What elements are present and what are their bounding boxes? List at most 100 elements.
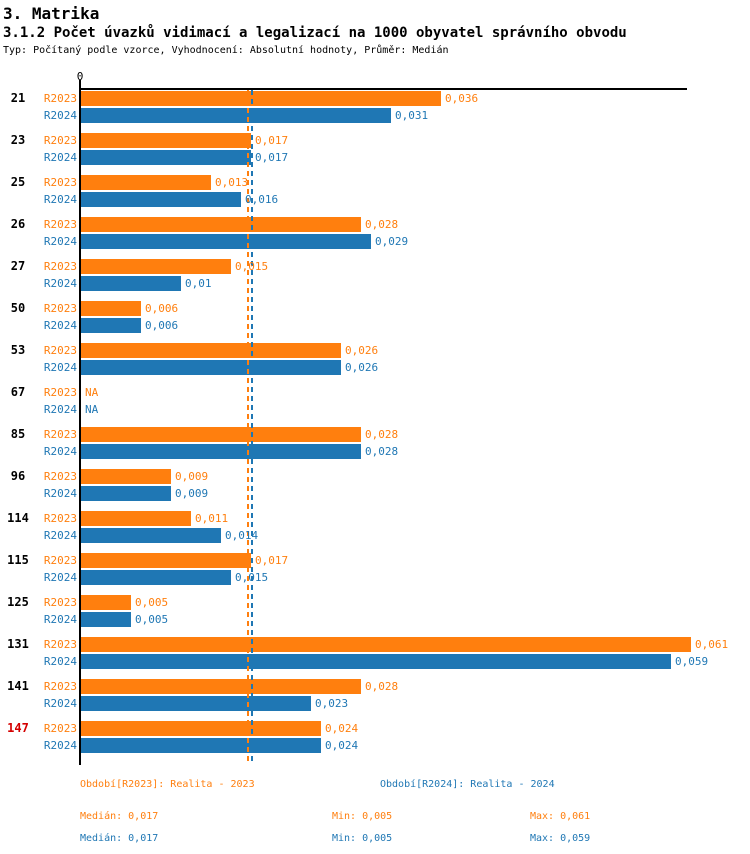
group-label-53: 53 [10, 343, 26, 357]
group-label-67: 67 [10, 385, 26, 399]
footer-max-r2024: Max: 0,059 [530, 833, 591, 844]
series-label-r2023: R2023 [43, 638, 77, 651]
bar-r2023 [81, 301, 141, 316]
value-label: 0,017 [255, 151, 289, 164]
series-label-r2024: R2024 [43, 697, 77, 710]
series-label-r2024: R2024 [43, 151, 77, 164]
value-label: 0,005 [135, 596, 169, 609]
value-label: 0,017 [255, 554, 289, 567]
bar-r2024 [81, 318, 141, 333]
median-line-r2024 [251, 90, 253, 764]
series-label-r2023: R2023 [43, 722, 77, 735]
series-label-r2023: R2023 [43, 344, 77, 357]
series-label-r2024: R2024 [43, 487, 77, 500]
bar-r2023 [81, 133, 251, 148]
bar-r2024 [81, 654, 671, 669]
group-label-114: 114 [7, 511, 29, 525]
value-label: 0,024 [325, 739, 359, 752]
median-line-r2023 [247, 90, 249, 764]
bar-r2024 [81, 276, 181, 291]
value-label: 0,026 [345, 344, 379, 357]
series-label-r2024: R2024 [43, 235, 77, 248]
series-label-r2024: R2024 [43, 109, 77, 122]
value-label: 0,009 [175, 487, 209, 500]
page-title: 3. Matrika [3, 4, 100, 23]
value-label: 0,006 [145, 302, 179, 315]
group-label-23: 23 [10, 133, 26, 147]
value-label: 0,016 [245, 193, 279, 206]
bar-r2023 [81, 259, 231, 274]
bar-r2023 [81, 511, 191, 526]
value-label: 0,017 [255, 134, 289, 147]
series-label-r2024: R2024 [43, 277, 77, 290]
value-label: 0,036 [445, 92, 479, 105]
series-label-r2024: R2024 [43, 529, 77, 542]
group-label-147: 147 [7, 721, 29, 735]
bar-r2024 [81, 444, 361, 459]
series-label-r2023: R2023 [43, 428, 77, 441]
group-label-26: 26 [10, 217, 26, 231]
group-label-27: 27 [10, 259, 26, 273]
series-label-r2023: R2023 [43, 554, 77, 567]
bar-r2023 [81, 595, 131, 610]
series-label-r2024: R2024 [43, 655, 77, 668]
value-label: 0,023 [315, 697, 349, 710]
series-label-r2023: R2023 [43, 470, 77, 483]
value-label: 0,028 [365, 680, 399, 693]
value-label: 0,013 [215, 176, 249, 189]
series-label-r2024: R2024 [43, 739, 77, 752]
value-label: 0,059 [675, 655, 709, 668]
chart-meta: Typ: Počítaný podle vzorce, Vyhodnocení:… [3, 45, 449, 56]
series-label-r2023: R2023 [43, 92, 77, 105]
bar-r2024 [81, 192, 241, 207]
na-label: NA [85, 386, 99, 399]
footer-min-r2024: Min: 0,005 [332, 833, 393, 844]
value-label: 0,015 [235, 260, 269, 273]
bar-r2024 [81, 234, 371, 249]
value-label: 0,028 [365, 445, 399, 458]
bar-r2023 [81, 427, 361, 442]
zero-axis-tick [79, 80, 81, 88]
series-label-r2023: R2023 [43, 386, 77, 399]
value-label: 0,061 [695, 638, 729, 651]
group-label-96: 96 [10, 469, 26, 483]
bar-r2024 [81, 696, 311, 711]
series-label-r2023: R2023 [43, 512, 77, 525]
value-label: 0,006 [145, 319, 179, 332]
group-label-25: 25 [10, 175, 26, 189]
value-label: 0,015 [235, 571, 269, 584]
footer-max-r2023: Max: 0,061 [530, 811, 591, 822]
value-label: 0,011 [195, 512, 229, 525]
bar-r2023 [81, 721, 321, 736]
series-label-r2024: R2024 [43, 613, 77, 626]
series-label-r2023: R2023 [43, 218, 77, 231]
group-label-85: 85 [10, 427, 26, 441]
group-label-141: 141 [7, 679, 29, 693]
group-label-125: 125 [7, 595, 29, 609]
footer-period-r2023: Období[R2023]: Realita - 2023 [80, 779, 255, 790]
group-label-50: 50 [10, 301, 26, 315]
bar-r2024 [81, 150, 251, 165]
series-label-r2024: R2024 [43, 571, 77, 584]
value-label: 0,024 [325, 722, 359, 735]
value-label: 0,01 [185, 277, 212, 290]
value-label: 0,005 [135, 613, 169, 626]
footer-median-r2023: Medián: 0,017 [80, 811, 159, 822]
bar-r2023 [81, 553, 251, 568]
footer-period-r2024: Období[R2024]: Realita - 2024 [380, 779, 555, 790]
series-label-r2024: R2024 [43, 361, 77, 374]
bar-r2023 [81, 91, 441, 106]
value-label: 0,028 [365, 218, 399, 231]
series-label-r2023: R2023 [43, 596, 77, 609]
bar-r2024 [81, 360, 341, 375]
bar-r2023 [81, 469, 171, 484]
value-label: 0,014 [225, 529, 259, 542]
value-label: 0,026 [345, 361, 379, 374]
zero-axis-label: 0 [76, 70, 84, 83]
bar-r2023 [81, 217, 361, 232]
top-axis-line [79, 88, 687, 90]
bar-r2024 [81, 108, 391, 123]
series-label-r2024: R2024 [43, 403, 77, 416]
bar-r2023 [81, 175, 211, 190]
